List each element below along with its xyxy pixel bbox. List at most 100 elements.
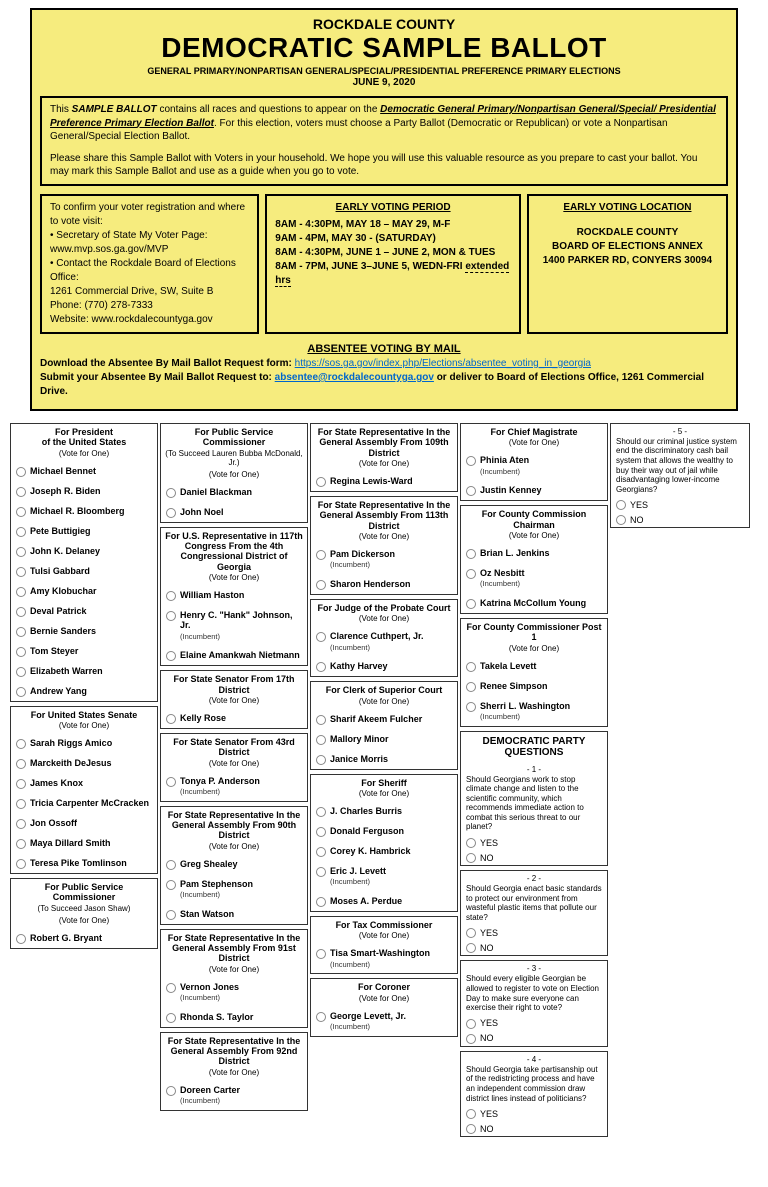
bubble-icon[interactable] xyxy=(466,702,476,712)
candidate-row[interactable]: Daniel Blackman xyxy=(161,482,307,502)
bubble-icon[interactable] xyxy=(166,591,176,601)
yn-option[interactable]: NO xyxy=(461,850,607,865)
candidate-row[interactable]: Renee Simpson xyxy=(461,676,607,696)
candidate-row[interactable]: Elizabeth Warren xyxy=(11,661,157,681)
bubble-icon[interactable] xyxy=(16,467,26,477)
candidate-row[interactable]: Janice Morris xyxy=(311,749,457,769)
candidate-row[interactable]: Maya Dillard Smith xyxy=(11,833,157,853)
candidate-row[interactable]: Michael Bennet xyxy=(11,461,157,481)
bubble-icon[interactable] xyxy=(166,714,176,724)
bubble-icon[interactable] xyxy=(16,667,26,677)
candidate-row[interactable]: Takela Levett xyxy=(461,656,607,676)
bubble-icon[interactable] xyxy=(16,779,26,789)
bubble-icon[interactable] xyxy=(16,587,26,597)
bubble-icon[interactable] xyxy=(316,632,326,642)
bubble-icon[interactable] xyxy=(166,611,176,621)
candidate-row[interactable]: Marckeith DeJesus xyxy=(11,753,157,773)
candidate-row[interactable]: Henry C. "Hank" Johnson, Jr.(Incumbent) xyxy=(161,605,307,645)
candidate-row[interactable]: Rhonda S. Taylor xyxy=(161,1007,307,1027)
bubble-icon[interactable] xyxy=(16,607,26,617)
candidate-row[interactable]: Sharon Henderson xyxy=(311,574,457,594)
candidate-row[interactable]: Corey K. Hambrick xyxy=(311,841,457,861)
candidate-row[interactable]: James Knox xyxy=(11,773,157,793)
candidate-row[interactable]: Pete Buttigieg xyxy=(11,521,157,541)
yn-option[interactable]: YES xyxy=(461,835,607,850)
bubble-icon[interactable] xyxy=(316,807,326,817)
candidate-row[interactable]: Deval Patrick xyxy=(11,601,157,621)
bubble-icon[interactable] xyxy=(466,682,476,692)
bubble-icon[interactable] xyxy=(16,547,26,557)
bubble-icon[interactable] xyxy=(166,910,176,920)
candidate-row[interactable]: Brian L. Jenkins xyxy=(461,543,607,563)
bubble-icon[interactable] xyxy=(166,880,176,890)
bubble-icon[interactable] xyxy=(316,1012,326,1022)
yn-option[interactable]: NO xyxy=(611,512,749,527)
candidate-row[interactable]: Kelly Rose xyxy=(161,708,307,728)
candidate-row[interactable]: Doreen Carter(Incumbent) xyxy=(161,1080,307,1110)
candidate-row[interactable]: Pam Stephenson(Incumbent) xyxy=(161,874,307,904)
candidate-row[interactable]: Phinia Aten(Incumbent) xyxy=(461,450,607,480)
bubble-icon[interactable] xyxy=(166,1086,176,1096)
candidate-row[interactable]: Teresa Pike Tomlinson xyxy=(11,853,157,873)
yn-option[interactable]: NO xyxy=(461,940,607,955)
bubble-icon[interactable] xyxy=(16,647,26,657)
candidate-row[interactable]: Regina Lewis-Ward xyxy=(311,471,457,491)
bubble-icon[interactable] xyxy=(16,839,26,849)
bubble-icon[interactable] xyxy=(16,487,26,497)
candidate-row[interactable]: Stan Watson xyxy=(161,904,307,924)
candidate-row[interactable]: John Noel xyxy=(161,502,307,522)
bubble-icon[interactable] xyxy=(616,515,626,525)
candidate-row[interactable]: Sharif Akeem Fulcher xyxy=(311,709,457,729)
bubble-icon[interactable] xyxy=(316,867,326,877)
bubble-icon[interactable] xyxy=(316,550,326,560)
candidate-row[interactable]: Tom Steyer xyxy=(11,641,157,661)
candidate-row[interactable]: Kathy Harvey xyxy=(311,656,457,676)
yn-option[interactable]: YES xyxy=(461,925,607,940)
bubble-icon[interactable] xyxy=(166,860,176,870)
bubble-icon[interactable] xyxy=(466,853,476,863)
bubble-icon[interactable] xyxy=(316,662,326,672)
bubble-icon[interactable] xyxy=(466,1034,476,1044)
yn-option[interactable]: YES xyxy=(611,497,749,512)
candidate-row[interactable]: Justin Kenney xyxy=(461,480,607,500)
candidate-row[interactable]: Tisa Smart-Washington(Incumbent) xyxy=(311,943,457,973)
bubble-icon[interactable] xyxy=(466,838,476,848)
bubble-icon[interactable] xyxy=(466,569,476,579)
bubble-icon[interactable] xyxy=(16,934,26,944)
candidate-row[interactable]: Pam Dickerson(Incumbent) xyxy=(311,544,457,574)
bubble-icon[interactable] xyxy=(166,1013,176,1023)
candidate-row[interactable]: Vernon Jones(Incumbent) xyxy=(161,977,307,1007)
candidate-row[interactable]: Katrina McCollum Young xyxy=(461,593,607,613)
bubble-icon[interactable] xyxy=(616,500,626,510)
candidate-row[interactable]: Jon Ossoff xyxy=(11,813,157,833)
bubble-icon[interactable] xyxy=(316,847,326,857)
bubble-icon[interactable] xyxy=(16,859,26,869)
bubble-icon[interactable] xyxy=(466,549,476,559)
candidate-row[interactable]: William Haston xyxy=(161,585,307,605)
bubble-icon[interactable] xyxy=(466,599,476,609)
candidate-row[interactable]: Mallory Minor xyxy=(311,729,457,749)
bubble-icon[interactable] xyxy=(166,651,176,661)
bubble-icon[interactable] xyxy=(16,759,26,769)
bubble-icon[interactable] xyxy=(466,456,476,466)
bubble-icon[interactable] xyxy=(466,1019,476,1029)
bubble-icon[interactable] xyxy=(166,777,176,787)
candidate-row[interactable]: George Levett, Jr.(Incumbent) xyxy=(311,1006,457,1036)
absentee-email-link[interactable]: absentee@rockdalecountyga.gov xyxy=(275,372,434,383)
bubble-icon[interactable] xyxy=(166,488,176,498)
bubble-icon[interactable] xyxy=(16,739,26,749)
candidate-row[interactable]: Donald Ferguson xyxy=(311,821,457,841)
candidate-row[interactable]: Sherri L. Washington(Incumbent) xyxy=(461,696,607,726)
yn-option[interactable]: NO xyxy=(461,1121,607,1136)
bubble-icon[interactable] xyxy=(16,687,26,697)
candidate-row[interactable]: Tonya P. Anderson(Incumbent) xyxy=(161,771,307,801)
candidate-row[interactable]: Tulsi Gabbard xyxy=(11,561,157,581)
bubble-icon[interactable] xyxy=(16,567,26,577)
bubble-icon[interactable] xyxy=(16,527,26,537)
bubble-icon[interactable] xyxy=(466,662,476,672)
bubble-icon[interactable] xyxy=(316,715,326,725)
bubble-icon[interactable] xyxy=(166,508,176,518)
candidate-row[interactable]: Moses A. Perdue xyxy=(311,891,457,911)
candidate-row[interactable]: Tricia Carpenter McCracken xyxy=(11,793,157,813)
candidate-row[interactable]: J. Charles Burris xyxy=(311,801,457,821)
